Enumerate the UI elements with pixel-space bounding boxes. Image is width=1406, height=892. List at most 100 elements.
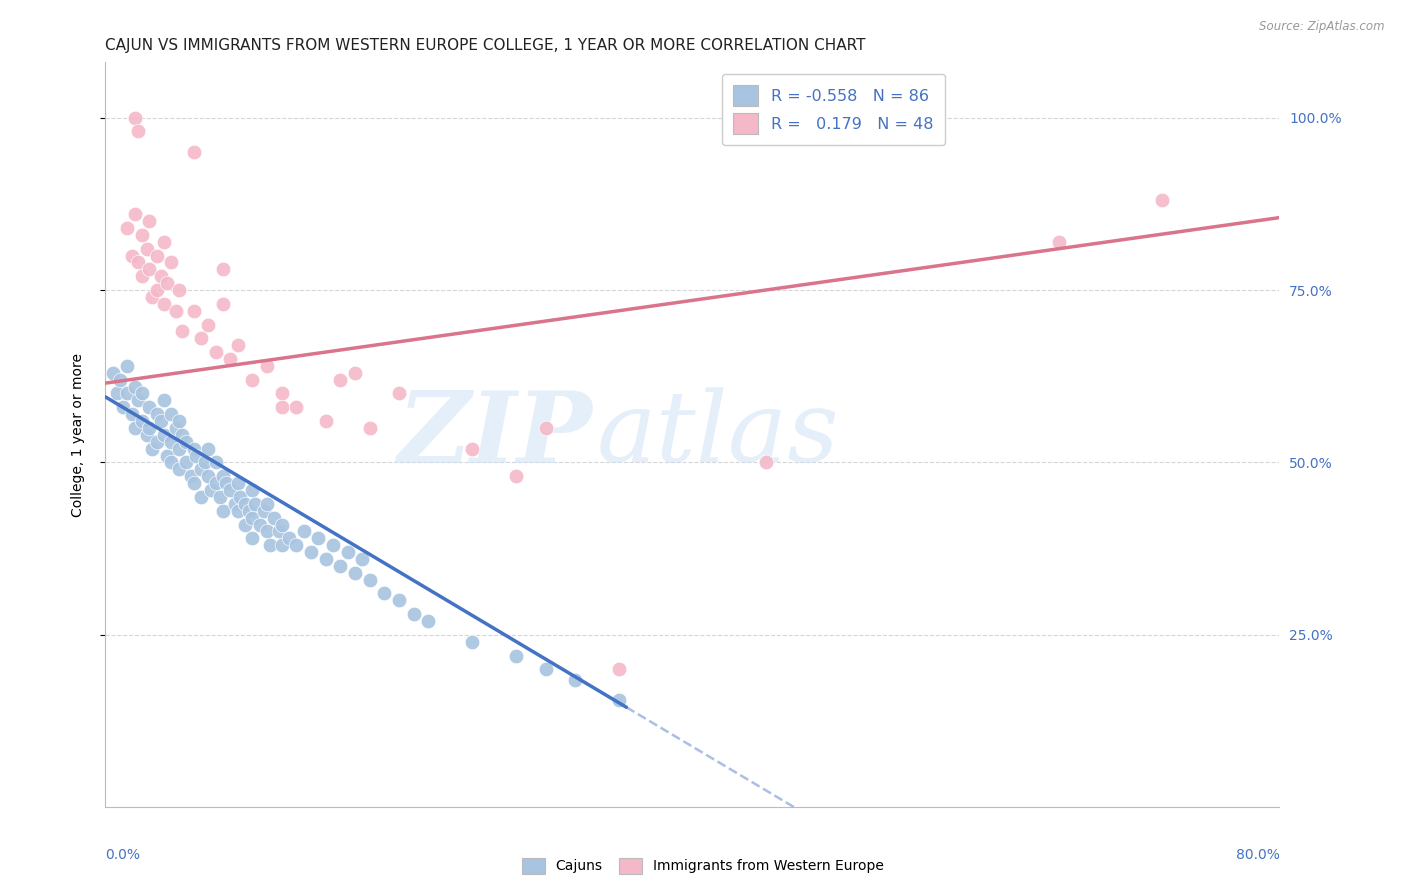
Point: [117, 359, 139, 373]
Point: [329, 373, 352, 387]
Point: [243, 497, 266, 511]
Point: [238, 504, 260, 518]
Legend: R = -0.558   N = 86, R =   0.179   N = 48: R = -0.558 N = 86, R = 0.179 N = 48: [721, 74, 945, 145]
Point: [233, 517, 256, 532]
Point: [256, 359, 278, 373]
Y-axis label: College, 1 year or more: College, 1 year or more: [70, 353, 84, 516]
Point: [343, 366, 366, 380]
Point: [322, 538, 344, 552]
Point: [180, 469, 202, 483]
Point: [186, 449, 208, 463]
Point: [156, 449, 179, 463]
Point: [108, 373, 131, 387]
Point: [165, 421, 187, 435]
Point: [174, 434, 197, 449]
Point: [127, 393, 149, 408]
Point: [131, 269, 153, 284]
Point: [101, 366, 124, 380]
Point: [200, 483, 222, 497]
Point: [315, 552, 337, 566]
Point: [256, 497, 278, 511]
Point: [211, 262, 233, 277]
Point: [259, 538, 281, 552]
Point: [112, 401, 135, 415]
Point: [121, 407, 143, 421]
Point: [156, 276, 179, 290]
Point: [211, 297, 233, 311]
Point: [249, 517, 271, 532]
Legend: Cajuns, Immigrants from Western Europe: Cajuns, Immigrants from Western Europe: [516, 851, 890, 880]
Point: [170, 428, 193, 442]
Point: [263, 510, 285, 524]
Point: [285, 538, 308, 552]
Point: [219, 483, 242, 497]
Point: [124, 111, 146, 125]
Text: ZIP: ZIP: [398, 386, 593, 483]
Point: [233, 497, 256, 511]
Point: [229, 490, 252, 504]
Point: [270, 517, 292, 532]
Point: [292, 524, 315, 539]
Point: [343, 566, 366, 580]
Text: CAJUN VS IMMIGRANTS FROM WESTERN EUROPE COLLEGE, 1 YEAR OR MORE CORRELATION CHAR: CAJUN VS IMMIGRANTS FROM WESTERN EUROPE …: [105, 38, 866, 54]
Point: [359, 421, 381, 435]
Point: [183, 476, 205, 491]
Point: [117, 221, 139, 235]
Point: [307, 531, 329, 545]
Point: [190, 331, 212, 345]
Point: [226, 476, 249, 491]
Point: [240, 510, 263, 524]
Point: [204, 455, 226, 469]
Point: [138, 214, 160, 228]
Point: [226, 504, 249, 518]
Point: [146, 248, 169, 262]
Point: [461, 634, 484, 648]
Point: [607, 662, 630, 676]
Point: [204, 476, 226, 491]
Point: [131, 414, 153, 428]
Point: [277, 531, 299, 545]
Point: [388, 593, 411, 607]
Point: [352, 552, 374, 566]
Point: [208, 490, 231, 504]
Point: [105, 386, 128, 401]
Point: [170, 325, 193, 339]
Point: [285, 401, 308, 415]
Point: [211, 504, 233, 518]
Point: [240, 373, 263, 387]
Point: [141, 442, 163, 456]
Point: [131, 227, 153, 242]
Point: [402, 607, 425, 622]
Point: [197, 318, 219, 332]
Point: [167, 414, 190, 428]
Point: [183, 145, 205, 160]
Point: [160, 255, 183, 269]
Point: [256, 524, 278, 539]
Point: [146, 283, 169, 297]
Point: [153, 393, 176, 408]
Point: [127, 124, 149, 138]
Point: [131, 386, 153, 401]
Point: [121, 248, 143, 262]
Point: [183, 303, 205, 318]
Point: [270, 538, 292, 552]
Point: [127, 255, 149, 269]
Point: [224, 497, 246, 511]
Point: [388, 386, 411, 401]
Point: [124, 421, 146, 435]
Point: [1150, 194, 1173, 208]
Point: [146, 434, 169, 449]
Point: [329, 558, 352, 573]
Point: [117, 386, 139, 401]
Point: [226, 338, 249, 352]
Point: [190, 462, 212, 476]
Text: atlas: atlas: [596, 387, 839, 483]
Point: [190, 490, 212, 504]
Point: [167, 442, 190, 456]
Point: [150, 414, 173, 428]
Point: [146, 407, 169, 421]
Point: [505, 469, 527, 483]
Point: [197, 442, 219, 456]
Point: [138, 421, 160, 435]
Point: [1047, 235, 1070, 249]
